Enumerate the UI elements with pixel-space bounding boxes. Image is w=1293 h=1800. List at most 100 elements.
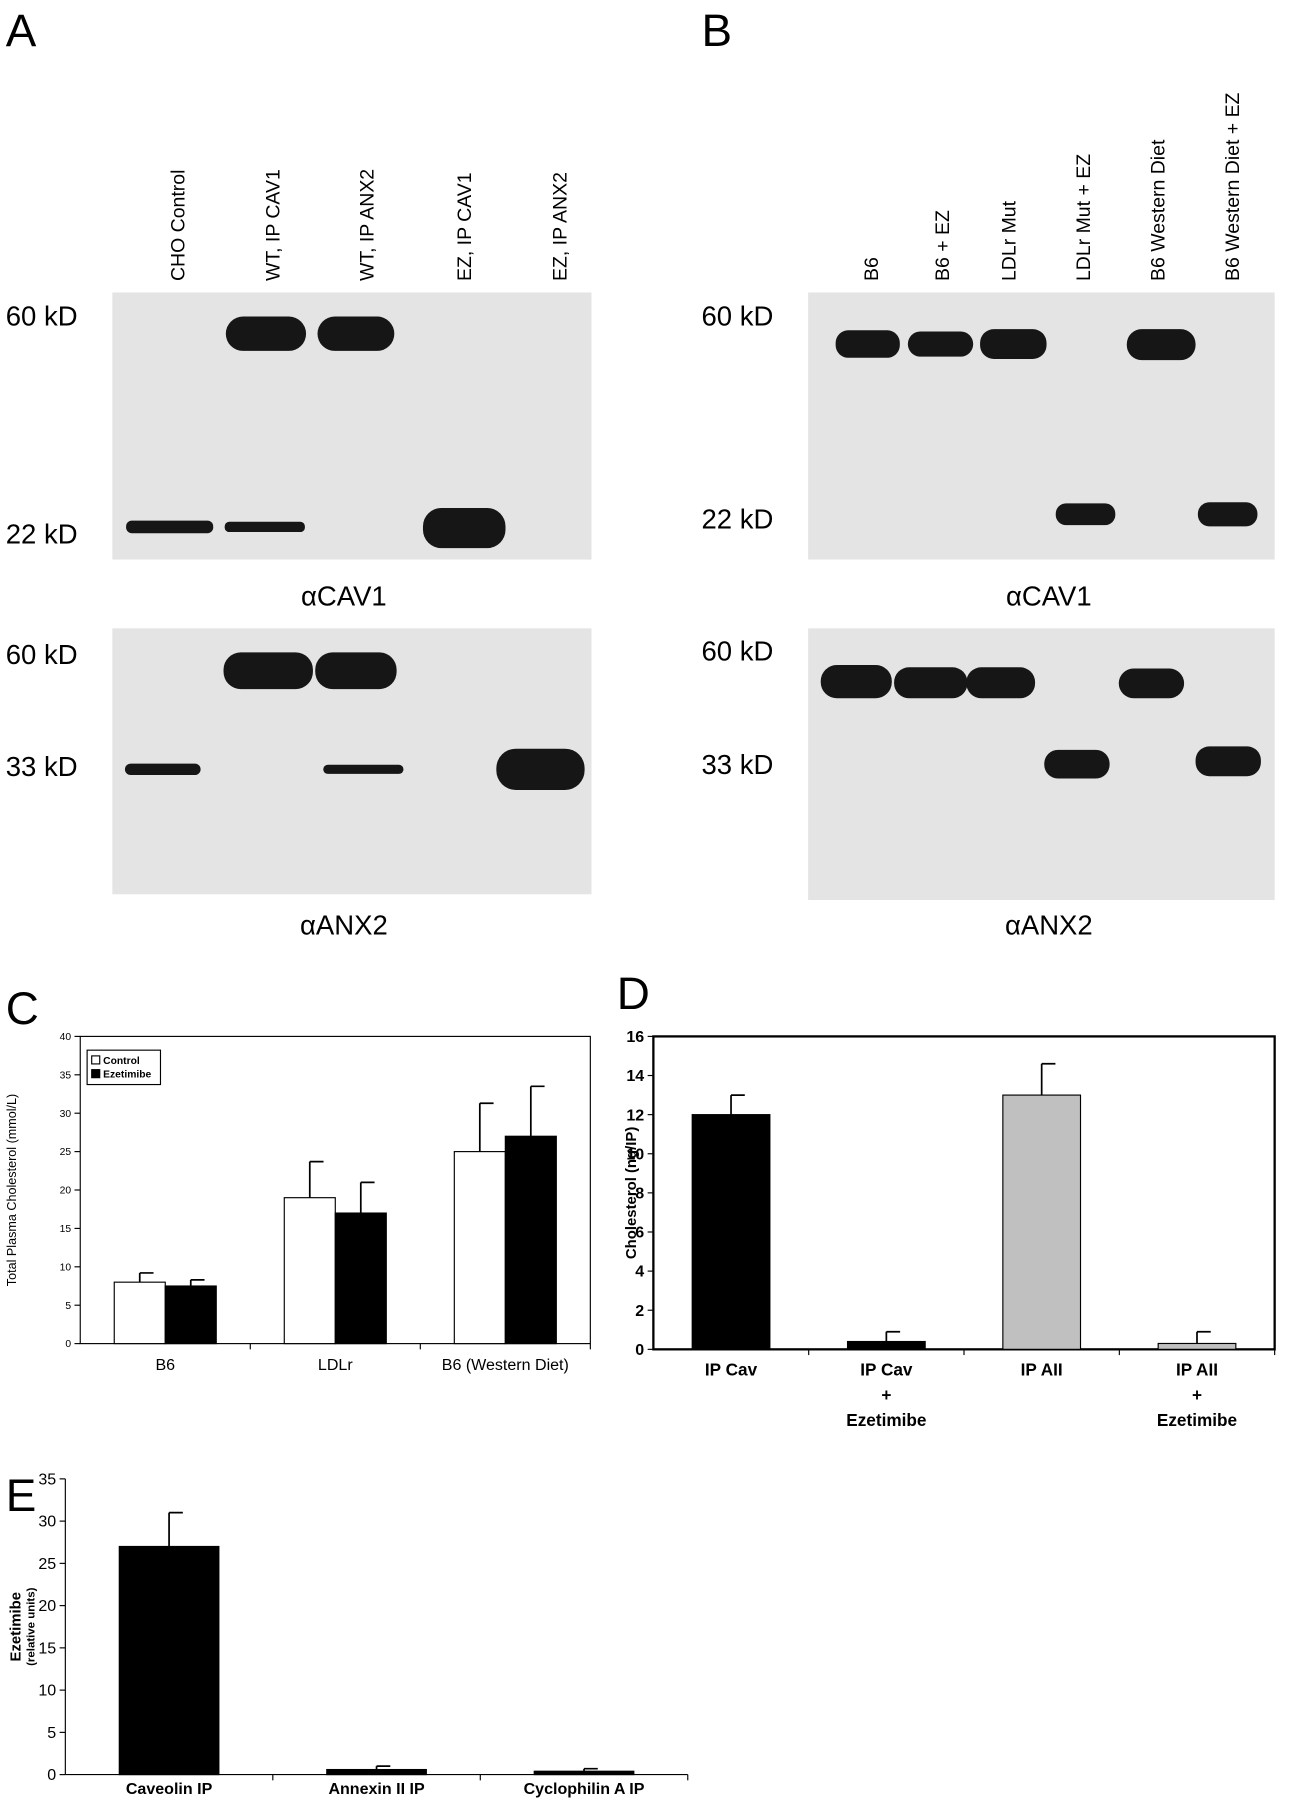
bar [113, 1281, 166, 1345]
y-tick-label: 12 [626, 1106, 644, 1124]
x-tick-label: + [881, 1385, 891, 1405]
band [907, 331, 974, 357]
error-bar [138, 1272, 154, 1283]
y-tick-label: 25 [60, 1147, 72, 1158]
legend-swatch [91, 1069, 101, 1079]
error-bar [168, 1511, 183, 1547]
x-tick-label: Caveolin IP [126, 1780, 213, 1798]
lane-label: B6 Western Diet + EZ [1222, 92, 1244, 281]
band [223, 652, 313, 690]
x-tick-label: B6 [155, 1356, 175, 1374]
bar [118, 1545, 220, 1776]
x-tick-label: IP Cav [705, 1360, 758, 1380]
band [1055, 503, 1116, 526]
x-tick-label: Cyclophilin A IP [524, 1780, 645, 1798]
y-tick-label: 20 [60, 1186, 72, 1197]
lane-label: WT, IP ANX2 [357, 169, 379, 281]
error-bar [1196, 1330, 1211, 1344]
marker-label: 22 kD [6, 519, 78, 550]
bar [1157, 1342, 1237, 1350]
y-tick-label: 35 [60, 1070, 72, 1081]
error-bar [375, 1765, 391, 1770]
band [1197, 502, 1258, 527]
panel-label: D [617, 967, 650, 1019]
band [1195, 746, 1261, 777]
y-axis-label: Cholesterol (ng/IP) [624, 1127, 640, 1259]
band [317, 316, 395, 351]
y-axis-sublabel: (relative units) [25, 1587, 37, 1665]
band [1118, 668, 1185, 699]
bar [504, 1135, 557, 1345]
y-tick-label: 15 [60, 1224, 72, 1235]
antibody-label: αCAV1 [1006, 580, 1092, 611]
marker-label: 60 kD [702, 635, 774, 666]
marker-label: 60 kD [6, 301, 78, 332]
band [835, 330, 900, 358]
y-tick-label: 20 [38, 1597, 56, 1615]
panel-label: C [6, 982, 39, 1034]
antibody-label: αANX2 [300, 909, 388, 940]
y-tick-label: 0 [47, 1766, 56, 1784]
marker-label: 33 kD [6, 751, 78, 782]
legend-swatch [91, 1055, 101, 1065]
x-tick-label: B6 (Western Diet) [442, 1356, 569, 1374]
legend-label: Ezetimibe [103, 1070, 151, 1081]
lane-label: B6 [861, 257, 883, 281]
lane-label: B6 Western Diet [1148, 139, 1170, 281]
x-tick-label: + [1192, 1385, 1202, 1405]
bar [533, 1770, 635, 1776]
error-bar [730, 1094, 745, 1115]
band [225, 316, 307, 351]
bar [1002, 1094, 1082, 1350]
chart: C 0 5 10 15 20 25 30 35 40 Total Plasma Cholestero… [5, 982, 591, 1374]
lane-label: LDLr Mut [999, 200, 1021, 281]
band [980, 329, 1047, 359]
y-tick-label: 25 [38, 1555, 56, 1573]
y-tick-label: 2 [635, 1302, 644, 1320]
y-tick-label: 5 [65, 1301, 71, 1312]
y-tick-label: 0 [65, 1339, 71, 1350]
marker-label: 60 kD [6, 639, 78, 670]
y-tick-label: 30 [38, 1513, 56, 1531]
bar [164, 1285, 217, 1345]
lane-label: EZ, IP ANX2 [549, 172, 571, 281]
bar [453, 1151, 506, 1345]
chart: D 0 2 4 6 8 10 12 14 16 Cholesterol (ng/IP) IP Cav I… [617, 967, 1276, 1430]
y-tick-label: 10 [626, 1145, 644, 1163]
panel-label: A [6, 4, 37, 56]
error-bar [189, 1279, 205, 1287]
y-tick-label: 4 [635, 1263, 644, 1281]
y-axis-label: Ezetimibe [9, 1592, 25, 1662]
y-tick-label: 10 [60, 1262, 72, 1273]
y-tick-label: 10 [38, 1682, 56, 1700]
x-tick-label: LDLr [318, 1356, 353, 1374]
y-tick-label: 0 [635, 1341, 644, 1359]
marker-label: 22 kD [702, 504, 774, 535]
bar [283, 1197, 336, 1345]
band [966, 667, 1036, 699]
y-tick-label: 15 [38, 1639, 56, 1657]
y-axis-label: Total Plasma Cholesterol (mmol/L) [5, 1094, 19, 1286]
y-tick-label: 40 [60, 1032, 72, 1043]
bar [691, 1114, 771, 1350]
x-tick-label: Ezetimibe [846, 1410, 926, 1430]
lane-label: WT, IP CAV1 [263, 169, 285, 281]
error-bar [583, 1767, 598, 1772]
error-bar [359, 1181, 375, 1214]
band [323, 764, 404, 774]
error-bar [308, 1160, 324, 1198]
marker-label: 33 kD [702, 749, 774, 780]
band [315, 652, 397, 690]
y-tick-label: 8 [635, 1184, 644, 1202]
bar [326, 1768, 427, 1776]
bar [334, 1212, 387, 1345]
y-tick-label: 30 [60, 1109, 72, 1120]
lane-label: CHO Control [168, 170, 190, 281]
panel-label: B [702, 4, 733, 56]
x-tick-label: Annexin II IP [328, 1780, 425, 1798]
marker-label: 60 kD [702, 301, 774, 332]
y-tick-label: 14 [626, 1067, 644, 1085]
band [496, 748, 585, 790]
error-bar [1040, 1062, 1056, 1096]
